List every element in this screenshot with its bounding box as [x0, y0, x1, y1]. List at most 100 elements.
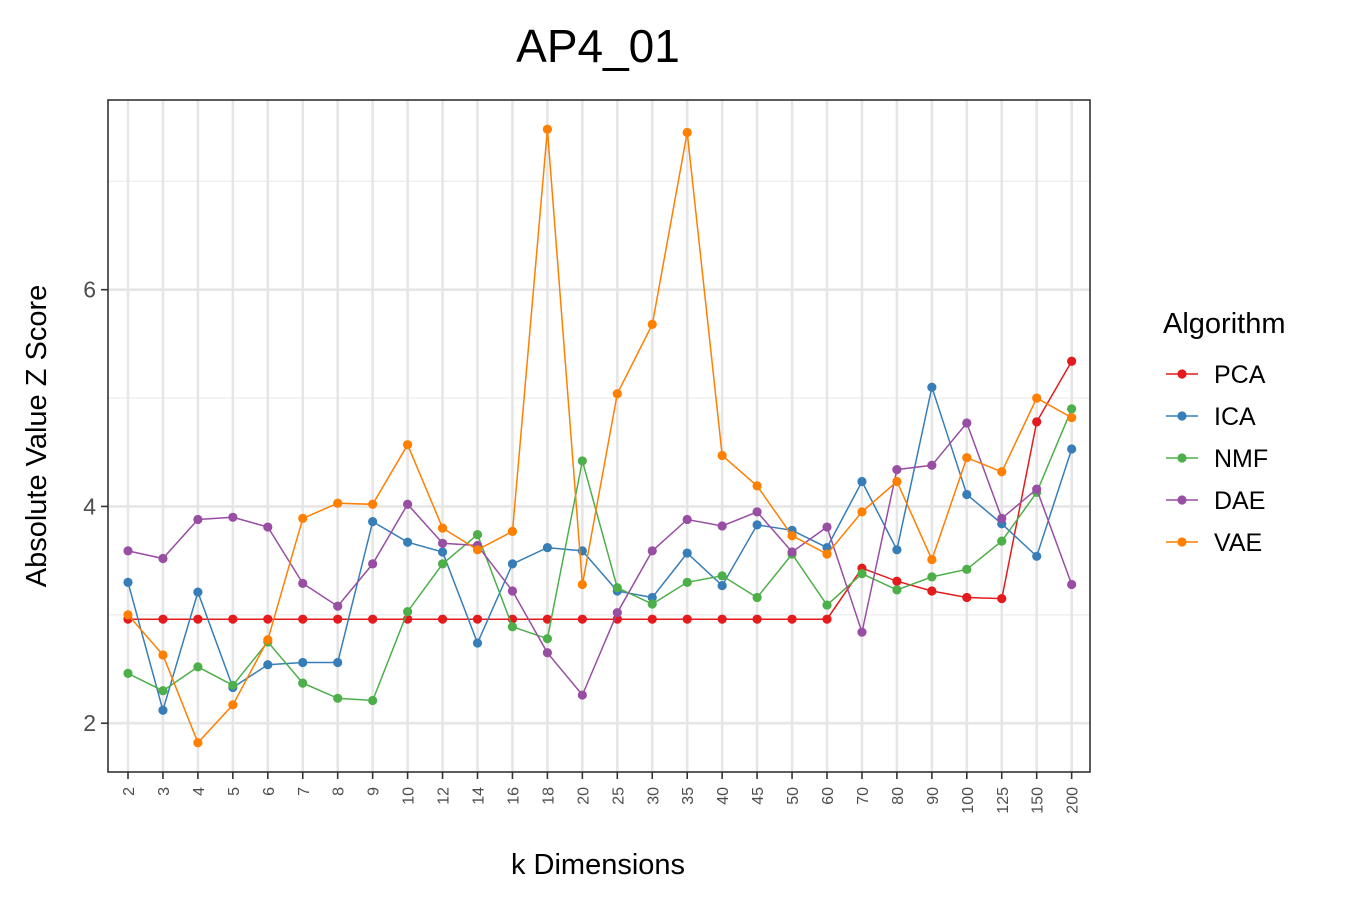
x-tick-label: 200 [1065, 787, 1082, 814]
data-point-ica [752, 520, 762, 530]
data-point-nmf [752, 592, 762, 603]
data-point-dae [787, 547, 797, 557]
data-point-dae [682, 514, 692, 525]
data-point-dae [717, 521, 727, 531]
data-point-dae [1067, 579, 1077, 590]
series-pca [123, 356, 1077, 624]
series-line-dae [127, 421, 1073, 697]
data-point-nmf [962, 564, 972, 574]
x-tick-label: 25 [610, 787, 627, 805]
data-point-vae [787, 531, 797, 541]
data-point-pca [333, 614, 343, 624]
data-point-nmf [158, 686, 168, 696]
data-point-nmf [997, 536, 1007, 546]
data-point-nmf [368, 695, 378, 706]
series-line-pca [128, 360, 1073, 620]
data-point-ica [822, 543, 832, 553]
chart-title: AP4_01 [516, 20, 680, 72]
x-tick-label: 8 [331, 787, 348, 796]
data-point-nmf [927, 572, 937, 582]
data-point-vae [263, 635, 273, 645]
data-point-nmf [1067, 404, 1077, 414]
data-point-ica [403, 537, 413, 547]
x-tick-label: 50 [785, 787, 802, 805]
x-tick-label: 45 [750, 787, 767, 805]
data-point-vae [507, 526, 518, 536]
data-point-pca [997, 593, 1007, 604]
data-point-vae [228, 700, 238, 710]
data-point-dae [857, 627, 867, 637]
data-point-pca [647, 614, 657, 624]
y-tick-label: 2 [83, 710, 96, 736]
data-point-vae [577, 579, 587, 590]
data-point-vae [752, 481, 762, 491]
data-point-dae [892, 465, 902, 475]
data-point-pca [787, 614, 797, 624]
legend-label-pca: PCA [1214, 361, 1266, 389]
data-point-vae [1032, 393, 1042, 403]
data-point-nmf [437, 559, 448, 569]
x-tick-label: 40 [715, 787, 732, 805]
data-point-vae [892, 476, 902, 487]
x-axis-label: k Dimensions [511, 849, 685, 881]
data-point-vae [368, 499, 378, 509]
data-point-ica [892, 545, 902, 555]
x-tick-label: 16 [505, 787, 522, 805]
data-point-vae [123, 610, 133, 620]
data-point-pca [927, 586, 937, 596]
data-point-ica [333, 657, 343, 668]
legend-label-nmf: NMF [1214, 445, 1268, 473]
data-point-pca [542, 614, 553, 624]
x-tick-label: 14 [471, 787, 488, 805]
data-point-vae [717, 450, 727, 461]
x-tick-label: 35 [680, 787, 697, 805]
data-point-ica [857, 476, 867, 487]
data-point-nmf [507, 622, 518, 632]
data-point-pca [263, 614, 273, 624]
series-layer [123, 124, 1077, 748]
data-point-dae [542, 648, 553, 658]
x-tick-label: 150 [1030, 787, 1047, 814]
x-tick-label: 30 [645, 787, 662, 805]
data-point-pca [962, 592, 972, 603]
data-point-ica [193, 587, 203, 597]
data-point-pca [1032, 417, 1042, 427]
x-tick-label: 5 [226, 787, 243, 796]
data-point-ica [472, 638, 483, 648]
x-axis: 2 3 4 5 6 7 8 9 10 12 14 16 18 20 25 30 35 40 45 50 60 70 80 90… [121, 772, 1082, 814]
data-point-ica [542, 543, 553, 553]
x-tick-label: 10 [401, 787, 418, 805]
data-point-pca [193, 614, 203, 624]
legend-label-vae: VAE [1214, 529, 1262, 557]
data-point-vae [472, 545, 483, 555]
legend-point-ica [1177, 411, 1187, 421]
x-tick-label: 18 [540, 787, 557, 805]
data-point-nmf [682, 577, 692, 587]
legend-point-nmf [1177, 453, 1187, 463]
x-tick-label: 100 [960, 787, 977, 814]
data-point-ica [962, 489, 972, 500]
data-point-vae [542, 124, 553, 134]
data-point-pca [892, 576, 902, 586]
data-point-dae [997, 513, 1007, 523]
data-point-dae [403, 499, 413, 509]
minor-gridlines [108, 180, 1090, 616]
data-point-ica [123, 577, 133, 587]
data-point-nmf [892, 585, 902, 595]
data-point-dae [507, 586, 518, 596]
y-tick-label: 4 [83, 493, 96, 519]
x-tick-label: 70 [855, 787, 872, 805]
major-gridlines [108, 100, 1090, 772]
data-point-nmf [298, 678, 308, 688]
data-point-nmf [647, 599, 657, 609]
data-point-pca [1067, 356, 1077, 366]
x-tick-label: 6 [261, 787, 278, 796]
data-point-pca [158, 614, 168, 624]
data-point-dae [437, 538, 448, 548]
data-point-pca [822, 614, 832, 624]
data-point-ica [1067, 444, 1077, 454]
legend-point-vae [1177, 537, 1187, 547]
data-point-dae [193, 514, 203, 525]
data-point-dae [368, 559, 378, 569]
x-tick-label: 60 [820, 787, 837, 805]
